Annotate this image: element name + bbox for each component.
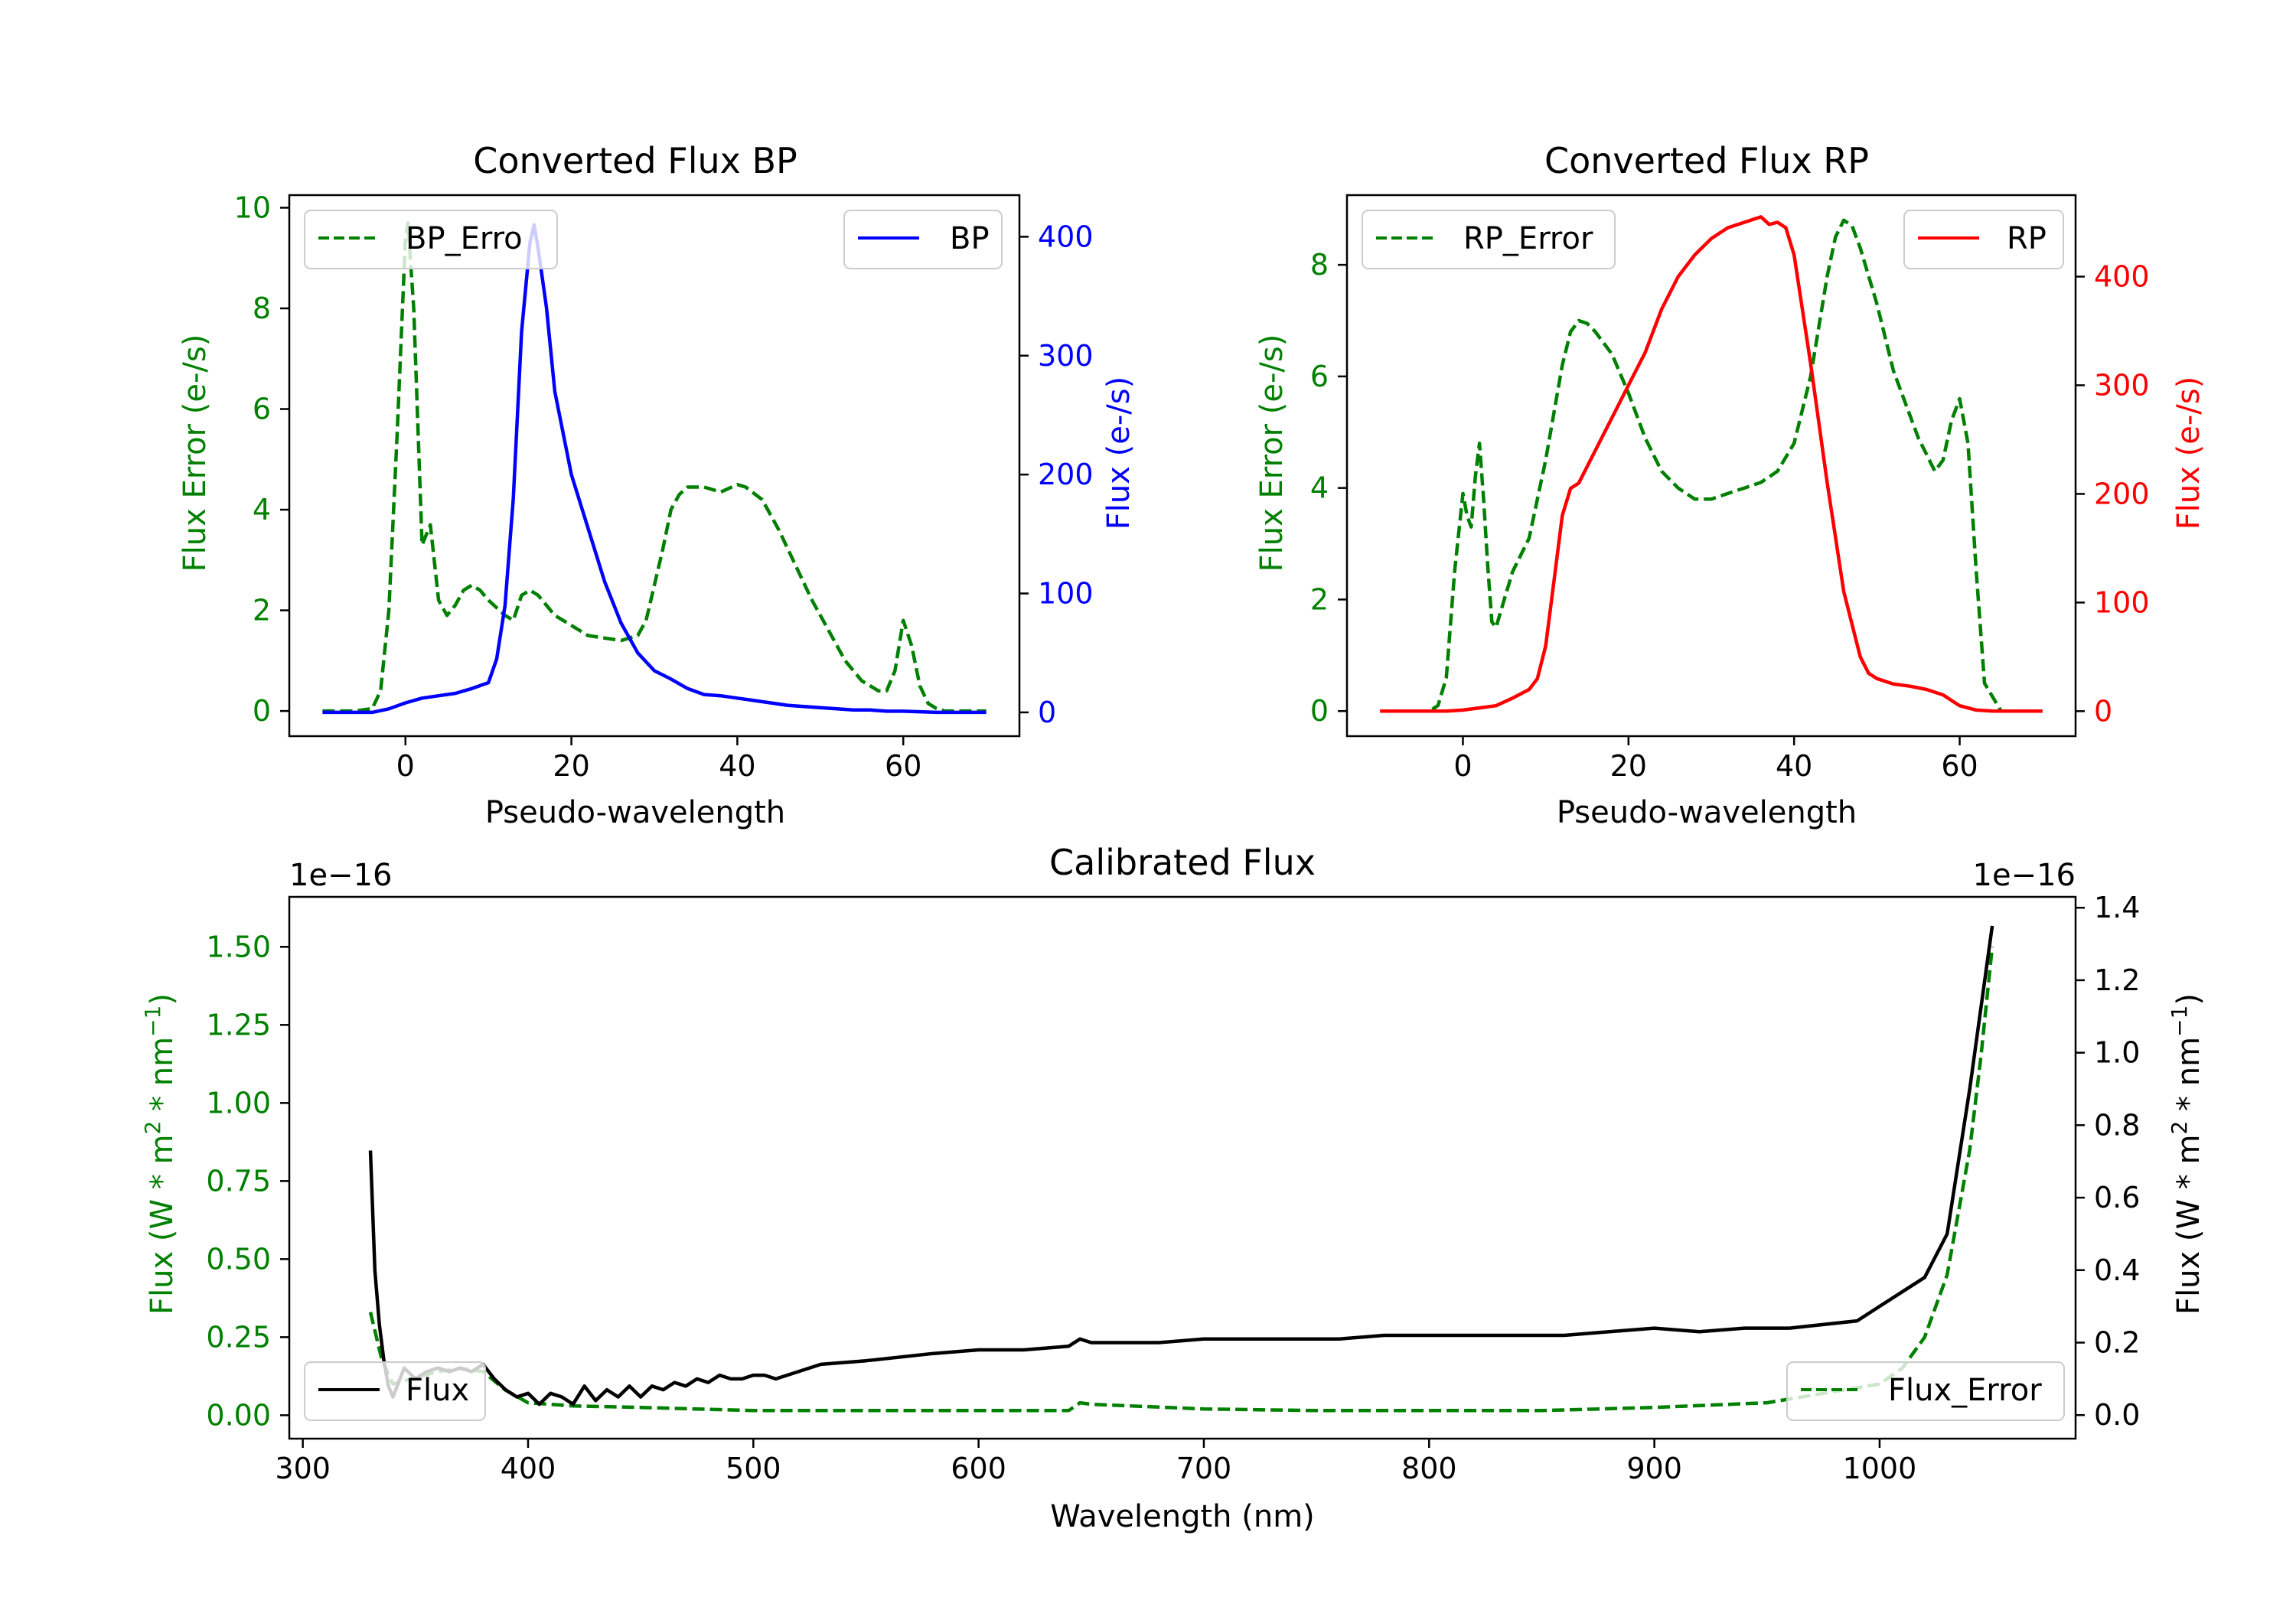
rp-line-rp: [1380, 215, 2043, 713]
calibrated-xtick-label: 400: [501, 1452, 556, 1485]
bp-xtick-label: 20: [553, 749, 589, 783]
calibrated-ytick-left-label: 1.50: [206, 930, 271, 963]
bp-line-bp-error: [322, 220, 987, 713]
calibrated-ytick-left-label: 1.00: [206, 1086, 271, 1120]
calibrated-chart: Calibrated Flux Wavelength (nm) 1e−16 1e…: [140, 842, 2207, 1534]
bp-ytick-right-label: 0: [1038, 696, 1056, 729]
calibrated-frame: [288, 895, 2077, 1440]
calibrated-ytick-right-label: 1.4: [2094, 891, 2140, 924]
bp-ylabel-right: Flux (e-/s): [1101, 376, 1137, 530]
bp-ytick-left-label: 2: [253, 594, 271, 627]
rp-legend-label: RP: [2007, 221, 2047, 256]
flux-legend-label: Flux: [406, 1373, 469, 1408]
bp-legend-label: BP: [950, 221, 990, 256]
calibrated-ytick-right-label: 1.2: [2094, 963, 2140, 997]
rp-ytick-left-label: 2: [1310, 582, 1329, 616]
bp-ytick-left-label: 0: [253, 694, 271, 728]
rp-xtick-label: 0: [1453, 749, 1472, 783]
rp-ytick-left-label: 6: [1310, 360, 1329, 393]
rp-ytick-right-label: 400: [2094, 259, 2150, 293]
calibrated-ytick-right-label: 1.0: [2094, 1036, 2140, 1070]
calibrated-offset-right: 1e−16: [1973, 858, 2076, 893]
rp-xtick-label: 60: [1941, 749, 1978, 783]
rp-axes: 0 20 40 60 0 2 4 6 8 0 100 200 300 400: [1310, 194, 2150, 783]
calibrated-ytick-right-label: 0.2: [2094, 1326, 2140, 1360]
bp-ytick-right-label: 200: [1038, 458, 1094, 491]
bp-legend: BP: [843, 210, 1003, 269]
calibrated-ytick-left-label: 0.75: [206, 1164, 271, 1198]
calibrated-ytick-left-label: 0.00: [206, 1398, 271, 1432]
rp-line-rp-error: [1380, 218, 2043, 713]
bp-error-legend: BP_Erro: [304, 210, 558, 269]
calibrated-ytick-right-label: 0.6: [2094, 1181, 2140, 1214]
bp-series: [322, 220, 987, 715]
flux-error-legend: Flux_Error: [1786, 1361, 2065, 1421]
bp-ytick-right-label: 300: [1038, 339, 1094, 373]
bp-ytick-left-label: 8: [253, 292, 271, 325]
calibrated-ytick-right-label: 0.4: [2094, 1253, 2140, 1287]
calibrated-ytick-left-label: 1.25: [206, 1008, 271, 1041]
bp-frame: [288, 194, 1021, 738]
calibrated-ytick-right-label: 0.8: [2094, 1108, 2140, 1142]
bp-title: Converted Flux BP: [473, 140, 797, 181]
calibrated-title: Calibrated Flux: [1049, 842, 1316, 883]
bp-xtick-label: 60: [885, 749, 921, 783]
calibrated-ytick-left-label: 0.25: [206, 1320, 271, 1354]
calibrated-axes: 300 400 500 600 700 800 900 1000 0.00 0.25 0.50 0.7…: [206, 891, 2140, 1485]
calibrated-xtick-label: 300: [275, 1452, 331, 1485]
rp-error-legend-label: RP_Error: [1463, 221, 1593, 256]
bp-ylabel-left: Flux Error (e-/s): [178, 334, 213, 572]
calibrated-xtick-label: 500: [726, 1452, 781, 1485]
rp-ytick-right-label: 0: [2094, 694, 2112, 728]
calibrated-offset-left: 1e−16: [289, 858, 392, 893]
bp-ytick-right-label: 400: [1038, 220, 1094, 253]
rp-ytick-left-label: 0: [1310, 694, 1329, 728]
rp-ytick-left-label: 4: [1310, 471, 1329, 505]
rp-series: [1380, 215, 2043, 713]
calibrated-ylabel-left: Flux (W * m2 * nm−1): [140, 993, 181, 1315]
calibrated-xtick-label: 1000: [1843, 1452, 1917, 1485]
bp-line-bp: [322, 223, 987, 715]
rp-legend: RP: [1903, 210, 2064, 269]
bp-ytick-left-label: 4: [253, 493, 271, 526]
calibrated-ytick-right-label: 0.0: [2094, 1398, 2140, 1432]
bp-ytick-left-label: 6: [253, 393, 271, 426]
rp-ytick-right-label: 200: [2094, 477, 2150, 510]
calibrated-ylabel-right: Flux (W * m2 * nm−1): [2167, 993, 2207, 1315]
rp-ytick-right-label: 300: [2094, 368, 2150, 402]
rp-ytick-right-label: 100: [2094, 585, 2150, 619]
rp-frame: [1345, 194, 2077, 738]
bp-xtick-label: 0: [396, 749, 415, 783]
flux-error-legend-label: Flux_Error: [1888, 1373, 2042, 1408]
calibrated-xtick-label: 600: [951, 1452, 1006, 1485]
calibrated-xtick-label: 700: [1176, 1452, 1232, 1485]
rp-xtick-label: 40: [1776, 749, 1812, 783]
rp-ylabel-left: Flux Error (e-/s): [1254, 334, 1290, 572]
bp-xlabel: Pseudo-wavelength: [485, 795, 785, 830]
bp-ytick-right-label: 100: [1038, 577, 1094, 611]
rp-xtick-label: 20: [1610, 749, 1647, 783]
rp-ylabel-right: Flux (e-/s): [2171, 376, 2206, 530]
rp-chart: Converted Flux RP Pseudo-wavelength Flux…: [1254, 140, 2206, 830]
flux-legend: Flux: [304, 1361, 486, 1421]
calibrated-ytick-left-label: 0.50: [206, 1242, 271, 1276]
calibrated-xlabel: Wavelength (nm): [1050, 1499, 1315, 1534]
rp-ytick-left-label: 8: [1310, 248, 1329, 282]
bp-ytick-left-label: 10: [234, 191, 271, 224]
rp-title: Converted Flux RP: [1544, 140, 1869, 181]
bp-error-legend-label: BP_Erro: [406, 221, 523, 256]
rp-xlabel: Pseudo-wavelength: [1557, 795, 1857, 830]
calibrated-xtick-label: 900: [1626, 1452, 1682, 1485]
bp-chart: Converted Flux BP Pseudo-wavelength Flux…: [178, 140, 1137, 830]
calibrated-xtick-label: 800: [1401, 1452, 1457, 1485]
rp-error-legend: RP_Error: [1362, 210, 1616, 269]
bp-xtick-label: 40: [719, 749, 755, 783]
